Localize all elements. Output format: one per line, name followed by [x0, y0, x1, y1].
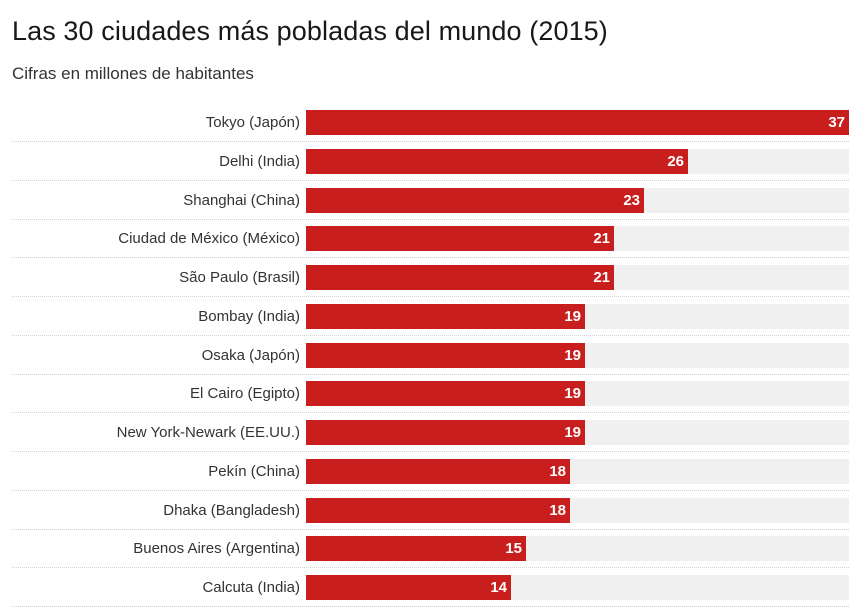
bar-track: 19: [306, 342, 849, 368]
bar-value-label: 19: [564, 385, 581, 403]
bar-track: 21: [306, 265, 849, 290]
bar-row: El Cairo (Egipto) 19: [12, 381, 849, 420]
row-divider: [12, 257, 849, 259]
category-label: Buenos Aires (Argentina): [133, 540, 300, 558]
bar-track: 14: [306, 575, 849, 600]
bar: [306, 381, 585, 407]
bar: [306, 148, 688, 174]
row-divider: [12, 606, 849, 607]
bar-track: 19: [306, 303, 849, 329]
bar-value-label: 23: [623, 191, 640, 209]
bar-value-label: 26: [667, 152, 684, 170]
bar-row: Bombay (India) 19: [12, 303, 849, 343]
chart-title: Las 30 ciudades más pobladas del mundo (…: [12, 16, 608, 46]
category-label: El Cairo (Egipto): [189, 385, 300, 403]
category-label: Ciudad de México (México): [118, 230, 300, 248]
bar-row: São Paulo (Brasil) 21: [12, 265, 849, 304]
category-label: New York-Newark (EE.UU.): [116, 424, 300, 441]
bar-track: 21: [306, 226, 849, 252]
bar-track: 18: [306, 497, 849, 523]
row-divider: [12, 334, 849, 336]
bar: [306, 575, 511, 600]
bar-row: Buenos Aires (Argentina) 15: [12, 536, 849, 575]
category-label: Bombay (India): [198, 307, 300, 325]
category-label: Delhi (India): [219, 152, 300, 170]
bar-value-label: 18: [549, 501, 566, 519]
row-divider: [12, 567, 849, 569]
bar-row: Ciudad de México (México) 21: [12, 226, 849, 265]
row-divider: [12, 296, 849, 297]
bar-value-label: 19: [564, 307, 581, 325]
bar-track: 26: [306, 148, 849, 174]
bar: [306, 497, 570, 523]
bar-track: 37: [306, 110, 849, 135]
bar-row: Dhaka (Bangladesh) 18: [12, 497, 849, 537]
bar-value-label: 21: [593, 269, 610, 286]
bar-value-label: 19: [564, 424, 581, 441]
row-divider: [12, 489, 849, 491]
bar-value-label: 14: [490, 579, 507, 596]
bar-row: Shanghai (China) 23: [12, 187, 849, 227]
bar-track: 19: [306, 420, 849, 445]
bar-value-label: 37: [828, 114, 845, 131]
chart-subtitle: Cifras en millones de habitantes: [12, 64, 254, 83]
bar-value-label: 15: [505, 540, 522, 558]
bar: [306, 110, 849, 135]
bar: [306, 458, 570, 484]
bar: [306, 342, 585, 368]
bar: [306, 187, 644, 213]
row-divider: [12, 451, 849, 452]
bar: [306, 420, 585, 445]
category-label: Tokyo (Japón): [205, 114, 300, 131]
bar: [306, 303, 585, 329]
bar-value-label: 19: [564, 346, 581, 364]
bar-row: New York-Newark (EE.UU.) 19: [12, 420, 849, 459]
bar-row: Delhi (India) 26: [12, 148, 849, 188]
row-divider: [12, 179, 849, 181]
row-divider: [12, 218, 849, 220]
bar-value-label: 21: [593, 230, 610, 248]
bar: [306, 536, 526, 562]
row-divider: [12, 528, 849, 530]
row-divider: [12, 412, 849, 414]
category-label: São Paulo (Brasil): [179, 269, 300, 286]
bar-track: 18: [306, 458, 849, 484]
bar-track: 15: [306, 536, 849, 562]
category-label: Pekín (China): [208, 462, 300, 480]
bar-row: Pekín (China) 18: [12, 458, 849, 498]
bar-track: 23: [306, 187, 849, 213]
bar-row: Calcuta (India) 14: [12, 575, 849, 614]
bar-row: Tokyo (Japón) 37: [12, 110, 849, 149]
category-label: Dhaka (Bangladesh): [163, 501, 300, 519]
bar-value-label: 18: [549, 462, 566, 480]
bar: [306, 226, 614, 252]
bar-track: 19: [306, 381, 849, 407]
category-label: Shanghai (China): [183, 191, 300, 209]
row-divider: [12, 141, 849, 142]
category-label: Calcuta (India): [202, 579, 300, 596]
category-label: Osaka (Japón): [201, 346, 300, 364]
bar-row: Osaka (Japón) 19: [12, 342, 849, 382]
bar: [306, 265, 614, 290]
row-divider: [12, 373, 849, 375]
